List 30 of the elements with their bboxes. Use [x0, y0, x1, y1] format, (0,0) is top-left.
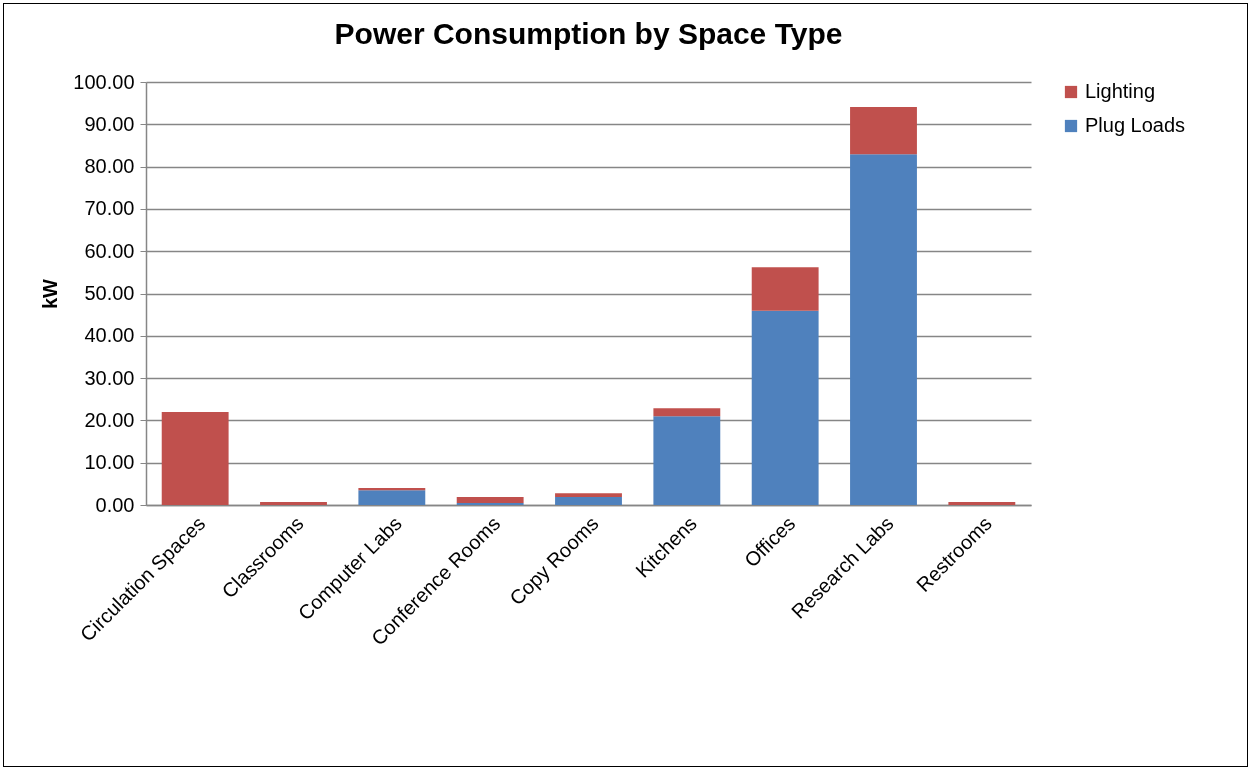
bar: [850, 106, 917, 155]
bar: [751, 310, 819, 505]
y-tick-label: 0.00: [95, 493, 135, 516]
legend-label: Plug Loads: [1085, 114, 1186, 136]
y-tick-label: 40.00: [84, 324, 135, 347]
y-tick-label: 20.00: [84, 408, 135, 431]
bar: [358, 490, 426, 505]
bar: [653, 408, 721, 417]
y-tick-label: 100.00: [73, 70, 135, 93]
y-tick-label: 30.00: [84, 366, 135, 389]
bar: [358, 488, 426, 491]
bar: [555, 493, 622, 497]
y-axis-title: kW: [39, 278, 62, 309]
y-tick-label: 70.00: [84, 197, 135, 220]
y-tick-label: 60.00: [84, 239, 135, 262]
chart-title: Power Consumption by Space Type: [334, 17, 843, 50]
bar: [456, 502, 524, 505]
bar: [751, 267, 819, 311]
bar: [456, 496, 524, 503]
bar: [161, 411, 229, 505]
legend-label: Lighting: [1085, 80, 1156, 102]
bar: [260, 502, 327, 505]
bar: [948, 502, 1016, 505]
y-tick-label: 10.00: [84, 451, 135, 474]
y-tick-label: 80.00: [84, 155, 135, 178]
y-tick-label: 50.00: [84, 282, 135, 304]
bar: [555, 496, 622, 505]
bar: [850, 154, 917, 505]
bar: [653, 416, 721, 505]
y-tick-label: 90.00: [84, 112, 135, 135]
